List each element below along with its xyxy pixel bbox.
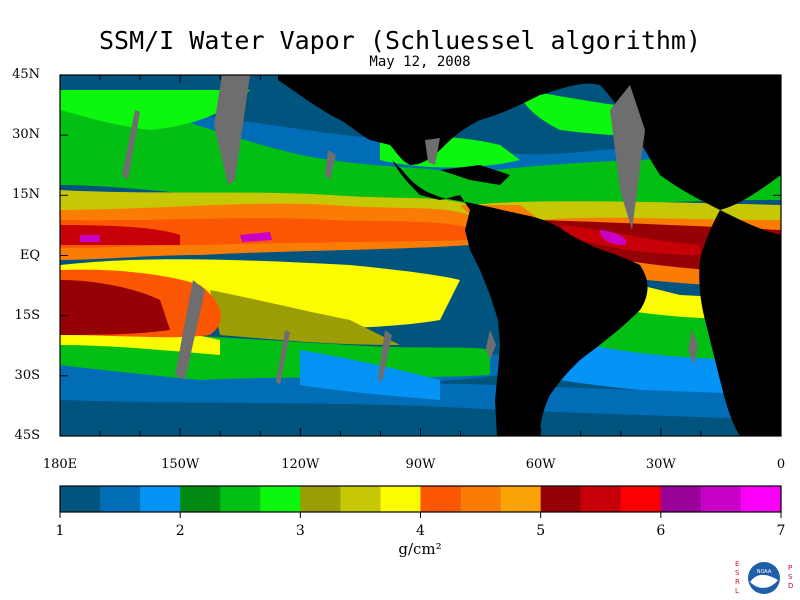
colorbar-swatch bbox=[700, 486, 742, 512]
missing-swath-9 bbox=[425, 138, 440, 165]
southern-dark-blue bbox=[60, 400, 781, 436]
colorbar-tick-label: 2 bbox=[175, 523, 185, 539]
missing-swath-1 bbox=[214, 75, 250, 185]
colorbar-swatch bbox=[660, 486, 702, 512]
colorbar-swatch bbox=[220, 486, 261, 512]
n-green-band bbox=[60, 95, 781, 210]
lon-label: 0 bbox=[776, 457, 786, 472]
noaa-logo-text: NOAA bbox=[757, 569, 772, 575]
colorbar-swatch bbox=[580, 486, 622, 512]
pacific-magenta-spot bbox=[240, 232, 272, 242]
nw-pacific-green bbox=[60, 90, 250, 130]
colorbar-swatch bbox=[180, 486, 221, 512]
logo-right-letter: S bbox=[788, 573, 793, 581]
colorbar-tick-label: 1 bbox=[55, 523, 65, 539]
s-pacific-olive bbox=[210, 290, 400, 345]
pacific-magenta-spot-2 bbox=[80, 235, 100, 242]
lat-ticks bbox=[60, 74, 781, 437]
missing-swath-6 bbox=[378, 330, 392, 382]
missing-swath-3 bbox=[610, 85, 645, 230]
missing-swath-7 bbox=[486, 330, 496, 360]
chart-title: SSM/I Water Vapor (Schluessel algorithm) bbox=[98, 26, 702, 55]
colorbar-swatch bbox=[60, 486, 101, 512]
lon-label: 120W bbox=[281, 457, 320, 472]
colorbar-tick-label: 3 bbox=[295, 523, 305, 539]
logo-left-letter: L bbox=[735, 587, 739, 595]
lon-label: 150W bbox=[161, 457, 200, 472]
missing-swath-5 bbox=[276, 330, 290, 385]
colorbar-tick-label: 5 bbox=[536, 523, 546, 539]
logo-right-letter: D bbox=[788, 582, 793, 590]
lon-label: 90W bbox=[405, 457, 436, 472]
colorbar-swatch bbox=[340, 486, 381, 512]
noaa-logo-bird bbox=[750, 574, 778, 588]
logo-left-letter: R bbox=[735, 578, 740, 586]
missing-swath-10 bbox=[325, 150, 336, 180]
north-america-europe-africa-land bbox=[278, 75, 781, 210]
lon-label: 60W bbox=[525, 457, 556, 472]
sw-pacific-dark-red bbox=[60, 280, 170, 335]
colorbar-swatch bbox=[140, 486, 181, 512]
colorbar-swatch bbox=[500, 486, 542, 512]
lat-label: 45S bbox=[14, 428, 40, 443]
colorbar-swatch bbox=[260, 486, 301, 512]
logo-right-letter: P bbox=[788, 564, 792, 572]
colorbar-swatch bbox=[460, 486, 502, 512]
atlantic-red bbox=[560, 225, 700, 255]
sw-pacific-blue bbox=[300, 350, 440, 400]
lat-label: EQ bbox=[19, 247, 40, 263]
colorbar-swatch bbox=[620, 486, 662, 512]
lon-label: 30W bbox=[645, 457, 676, 472]
logo-left-letter: S bbox=[735, 569, 740, 577]
colorbar-tick-label: 4 bbox=[416, 523, 425, 539]
caribbean-islands bbox=[440, 165, 510, 185]
missing-swath-4 bbox=[175, 280, 205, 380]
colorbar-swatch bbox=[100, 486, 141, 512]
colorbar-units: g/cm² bbox=[398, 540, 442, 558]
lat-label: 30N bbox=[12, 127, 40, 143]
colorbar-swatch bbox=[740, 486, 782, 512]
missing-swath-2 bbox=[122, 110, 140, 180]
central-south-america-land bbox=[392, 160, 648, 436]
colorbar-swatch bbox=[380, 486, 421, 512]
colorbar-swatch bbox=[300, 486, 341, 512]
lat-label: 15S bbox=[14, 307, 40, 323]
missing-swath-8 bbox=[688, 330, 698, 365]
lat-label: 45N bbox=[12, 67, 40, 82]
atlantic-magenta-spot bbox=[600, 230, 627, 245]
colorbar bbox=[60, 486, 782, 512]
lat-label: 30S bbox=[14, 367, 40, 383]
colorbar-swatch bbox=[420, 486, 462, 512]
africa-land bbox=[699, 210, 781, 436]
colorbar-ticks bbox=[59, 512, 782, 518]
water-vapor-field bbox=[60, 75, 781, 436]
logo-left-letter: E bbox=[735, 560, 739, 568]
colorbar-tick-label: 7 bbox=[776, 523, 786, 539]
colorbar-swatch bbox=[540, 486, 582, 512]
logo-right-letters: PSD bbox=[788, 564, 793, 590]
lat-label: 15N bbox=[12, 187, 40, 203]
chart-date: May 12, 2008 bbox=[369, 54, 471, 70]
colorbar-tick-label: 6 bbox=[656, 523, 666, 539]
lon-label: 180E bbox=[42, 457, 78, 472]
lon-ticks bbox=[59, 75, 782, 436]
